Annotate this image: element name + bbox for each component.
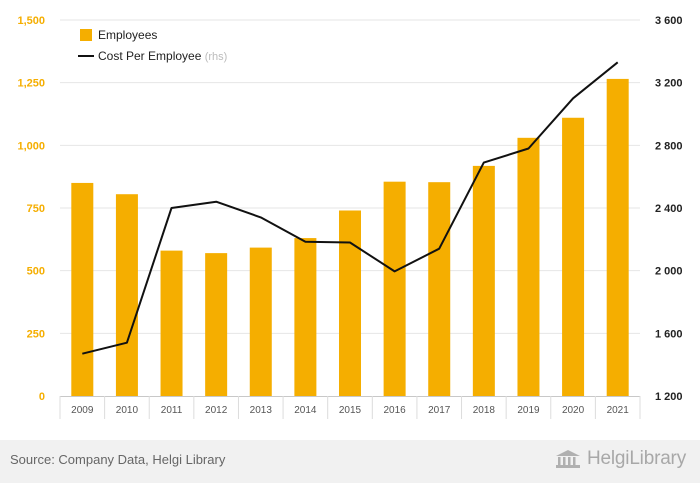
legend-label-employees: Employees: [98, 28, 157, 42]
right-axis-tick-label: 2 400: [655, 203, 683, 215]
left-axis-tick-label: 1,500: [17, 15, 45, 27]
legend-series-name: Cost Per Employee: [98, 49, 205, 63]
legend: Employees Cost Per Employee (rhs): [78, 28, 227, 63]
x-axis-tick-label: 2018: [473, 405, 496, 416]
legend-label-cost-per-employee: Cost Per Employee (rhs): [98, 49, 227, 63]
brand-logo: HelgiLibrary: [555, 448, 686, 470]
x-axis-tick-label: 2019: [517, 405, 540, 416]
left-axis-tick-label: 0: [39, 391, 45, 403]
bar: [249, 247, 272, 396]
left-axis-tick-label: 250: [27, 328, 45, 340]
right-axis-tick-label: 2 800: [655, 140, 683, 152]
right-axis-tick-label: 3 600: [655, 15, 683, 27]
right-axis-tick-label: 2 000: [655, 266, 683, 278]
bar: [115, 194, 138, 396]
bar: [160, 250, 183, 396]
x-axis-tick-label: 2014: [294, 405, 317, 416]
left-axis-tick-label: 1,250: [17, 78, 45, 90]
left-axis-tick-label: 1,000: [17, 140, 45, 152]
brand-name: HelgiLibrary: [587, 448, 686, 469]
x-axis-tick-label: 2011: [161, 405, 183, 416]
footer-band: [0, 440, 700, 483]
x-axis-tick-label: 2009: [71, 405, 94, 416]
right-axis-tick-label: 1 200: [655, 391, 683, 403]
bar: [517, 137, 540, 396]
x-axis-tick-label: 2010: [116, 405, 139, 416]
bar: [71, 182, 94, 396]
right-axis-tick-label: 1 600: [655, 328, 683, 340]
left-axis-tick-label: 500: [27, 266, 45, 278]
grid-lines: [60, 19, 640, 334]
bar: [606, 78, 629, 396]
library-building-icon: [556, 450, 581, 468]
source-note: Source: Company Data, Helgi Library: [10, 452, 226, 467]
employee-bars: [71, 78, 629, 396]
x-axis-tick-label: 2013: [250, 405, 273, 416]
legend-series-suffix: (rhs): [205, 51, 228, 63]
right-axis-tick-label: 3 200: [655, 78, 683, 90]
bar: [383, 181, 406, 396]
left-axis-tick-label: 750: [27, 203, 45, 215]
legend-swatch-employees: [80, 29, 92, 41]
bar: [562, 117, 585, 396]
bar: [205, 253, 228, 396]
x-axis-tick-label: 2015: [339, 405, 362, 416]
bar: [339, 210, 361, 396]
cost-per-employee-line-group: [82, 61, 619, 355]
x-axis-tick-label: 2017: [428, 405, 451, 416]
bar: [294, 238, 317, 396]
x-axis-tick-label: 2021: [607, 405, 630, 416]
bar: [428, 182, 451, 396]
x-axis-tick-label: 2016: [383, 405, 406, 416]
cost-per-employee-line: [82, 61, 619, 355]
x-axis-tick-label: 2020: [562, 405, 585, 416]
x-axis-tick-label: 2012: [205, 405, 228, 416]
axes: 0 250 500 750 1,000 1,250 1,500 1 200 1 600 2 000…: [17, 15, 683, 419]
bar: [472, 165, 495, 396]
